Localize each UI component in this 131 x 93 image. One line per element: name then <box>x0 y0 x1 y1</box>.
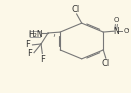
Text: -: - <box>126 27 129 32</box>
FancyBboxPatch shape <box>30 31 41 37</box>
Text: N: N <box>113 27 119 36</box>
Text: F: F <box>40 54 45 64</box>
Text: O: O <box>114 17 119 23</box>
Text: Cl: Cl <box>71 5 80 13</box>
Text: F: F <box>27 49 32 58</box>
Text: Cl: Cl <box>102 59 110 68</box>
Text: F: F <box>25 40 30 49</box>
Text: H₂N: H₂N <box>28 30 43 39</box>
Text: ,: , <box>53 28 56 38</box>
Text: O: O <box>124 28 129 34</box>
